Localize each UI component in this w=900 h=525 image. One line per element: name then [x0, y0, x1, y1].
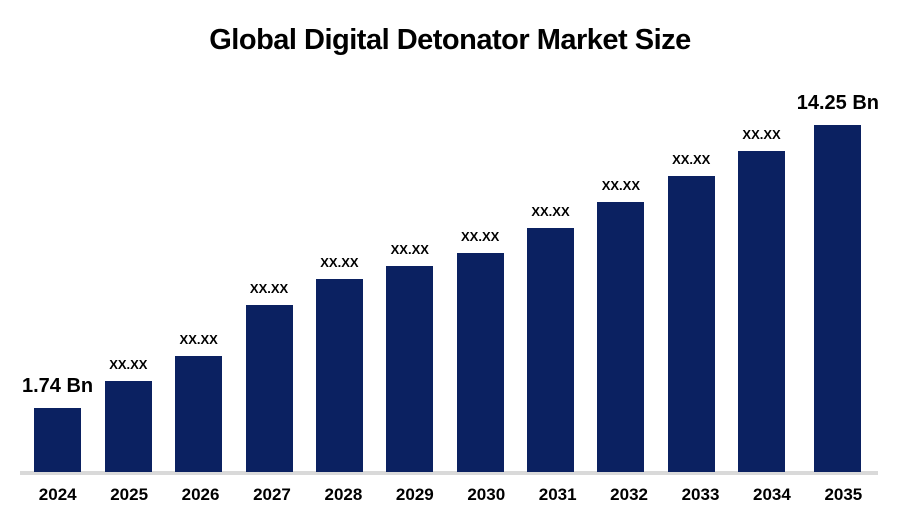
x-axis-label: 2024	[38, 485, 77, 504]
bar-plot-area: 1.74 Bn XX.XX XX.XX XX.XX XX.XX XX.XX XX.XX XX.…	[22, 84, 879, 472]
bar	[667, 176, 715, 472]
bar	[34, 408, 82, 472]
bar-value-label: XX.XX	[390, 242, 429, 257]
x-axis-label: 2031	[538, 485, 577, 504]
bar	[315, 279, 363, 472]
bar	[814, 125, 862, 472]
bar	[386, 266, 434, 472]
x-axis-label: 2030	[467, 485, 506, 504]
bar-value-label: XX.XX	[179, 332, 218, 347]
bar-value-label: XX.XX	[320, 255, 359, 270]
bar-value-label: XX.XX	[109, 357, 148, 372]
x-axis-label: 2027	[253, 485, 291, 504]
bar-column: XX.XX	[445, 230, 515, 472]
chart-title: Global Digital Detonator Market Size	[209, 24, 691, 56]
bar-column: XX.XX	[586, 179, 656, 472]
x-axis-label: 2032	[610, 485, 648, 504]
bar-column: XX.XX	[726, 128, 796, 472]
x-axis-label: 2034	[753, 485, 791, 504]
bar-value-label: XX.XX	[460, 229, 500, 244]
bar	[738, 151, 786, 472]
x-axis-labels: 2024 2025 2026 2027 2028 2029 2030 2031 2032 2033…	[22, 485, 879, 505]
x-axis-label: 2029	[395, 485, 434, 504]
bar-column: XX.XX	[515, 205, 585, 472]
bar-column: 1.74 Bn	[22, 376, 93, 472]
x-axis-line	[20, 471, 878, 475]
bar	[526, 228, 574, 472]
bar-value-label: XX.XX	[249, 281, 289, 296]
bar-value-label: XX.XX	[531, 204, 570, 219]
bar	[245, 305, 293, 472]
bar-column: XX.XX	[93, 358, 163, 472]
x-axis-label: 2035	[824, 485, 863, 504]
bar-column: XX.XX	[656, 153, 726, 472]
bar-column: XX.XX	[164, 333, 234, 472]
x-axis-label: 2025	[110, 485, 149, 504]
bar-column: XX.XX	[375, 243, 445, 472]
bar-column: 14.25 Bn	[797, 93, 879, 472]
x-axis-label: 2028	[324, 485, 363, 504]
bar	[597, 202, 645, 472]
bar-column: XX.XX	[304, 256, 374, 472]
bar-column: XX.XX	[234, 282, 304, 472]
bar-value-label: XX.XX	[601, 178, 640, 193]
bar-value-label: XX.XX	[742, 127, 781, 142]
bar-value-label: XX.XX	[672, 152, 711, 167]
x-axis-label: 2033	[681, 485, 720, 504]
bar	[104, 381, 152, 472]
x-axis-label: 2026	[181, 485, 220, 504]
bar-value-label: 1.74 Bn	[22, 375, 94, 397]
bar	[456, 253, 504, 472]
bar-value-label: 14.25 Bn	[796, 92, 880, 114]
bar	[175, 356, 223, 472]
